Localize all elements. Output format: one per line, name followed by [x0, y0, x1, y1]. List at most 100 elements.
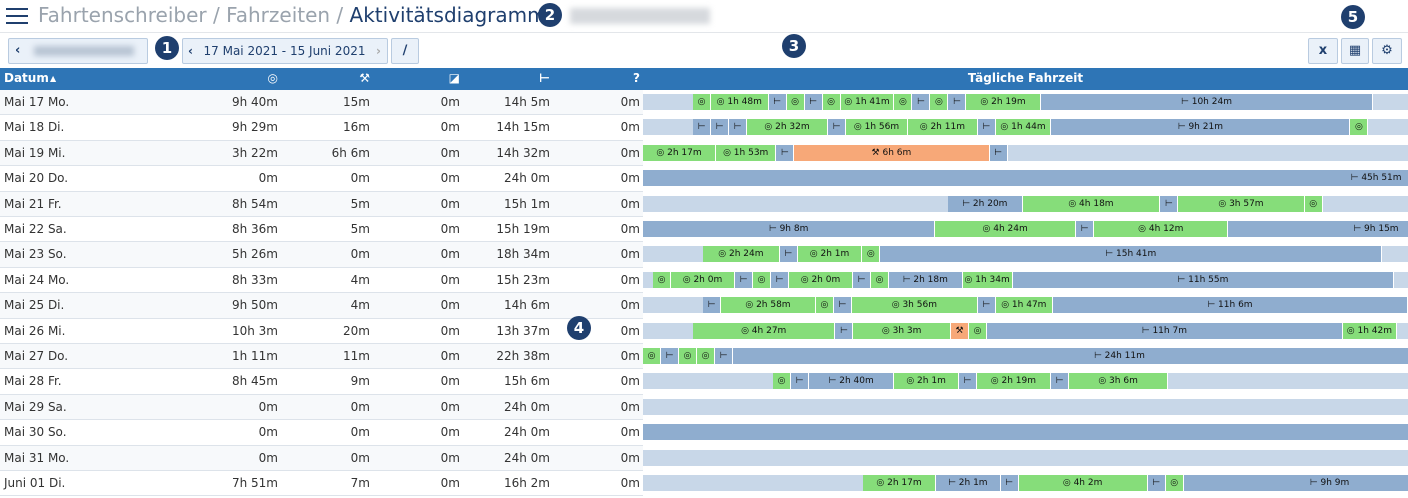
breadcrumb-item[interactable]: Aktivitätsdiagramm: [349, 3, 547, 27]
timeline: ◎ ⊢ ⊢ 2h 40m ◎ 2h 1m ⊢ ◎ 2h 19m ⊢ ◎ 3h 6m: [643, 369, 1408, 395]
value-cell: 4m: [350, 298, 370, 313]
value-cell: 0m: [440, 247, 460, 262]
segment-icon: ◎: [647, 351, 656, 361]
segment-drive: ◎: [653, 271, 671, 288]
segment-icon: ⊢: [1177, 122, 1186, 133]
step-badge: 1: [155, 36, 179, 60]
value-cell: 10h 3m: [231, 323, 278, 338]
segment-icon: ⊢: [707, 300, 716, 311]
segment-icon: ⊢: [739, 274, 748, 285]
value-cell: 9h 40m: [231, 95, 278, 109]
date-cell: Mai 28 Fr.: [4, 374, 62, 389]
value-cell: 0m: [440, 95, 460, 109]
segment-icon: ◎: [906, 376, 915, 387]
value-cell: 15h 1m: [503, 196, 550, 211]
segment-drive: ◎: [1350, 119, 1369, 136]
segment-icon: ◎: [866, 249, 875, 260]
segment-icon: ⊢: [715, 122, 724, 133]
separator: /: [330, 3, 350, 27]
divider: [0, 32, 1408, 33]
segment-rest: ⊢: [729, 119, 747, 136]
segment-icon: ⊢: [838, 300, 847, 311]
segment-rest: ⊢: [958, 373, 977, 390]
value-cell: 14h 15m: [496, 120, 550, 135]
value-cell: 0m: [350, 171, 370, 186]
segment-label: 9h 8m: [776, 224, 809, 234]
timeline: ◎ 4h 27m ⊢ ◎ 3h 3m ⚒ ◎ ⊢ 11h 7m ◎ 1h 42m: [643, 318, 1408, 344]
column-header: ◪: [448, 71, 460, 85]
segment-drive: ◎ 3h 56m: [851, 297, 978, 314]
segment-label: 45h 51m: [1358, 173, 1402, 184]
segment-drive: ◎ 2h 0m: [789, 271, 853, 288]
segment-drive: ◎: [773, 373, 791, 390]
segment-rest: ⊢ 2h 18m: [889, 271, 963, 288]
value-cell: 0m: [258, 425, 278, 440]
excel-button[interactable]: x: [1308, 38, 1338, 64]
settings-button[interactable]: ⚙: [1372, 38, 1402, 64]
driver-select[interactable]: ‹: [8, 38, 148, 64]
value-cell: 0m: [620, 272, 640, 287]
segment-rest: ⊢ 11h 7m: [987, 322, 1343, 339]
value-cell: 0m: [258, 171, 278, 186]
value-cell: 0m: [440, 145, 460, 160]
segment-icon: ◎: [757, 274, 766, 285]
segment-drive: ◎: [969, 322, 987, 339]
segment-label: 4h 24m: [990, 224, 1028, 234]
column-header: ⚒: [359, 71, 370, 85]
segment-label: 4h 18m: [1076, 198, 1114, 209]
segment-rest: ⊢: [768, 94, 787, 110]
segment-icon: ⊢: [1177, 274, 1186, 285]
date-range[interactable]: ‹ 17 Mai 2021 - 15 Juni 2021 ›: [182, 38, 388, 64]
segment-drive: ◎ 4h 2m: [1018, 475, 1148, 491]
value-cell: 16h 2m: [503, 476, 550, 490]
column-header: ◎: [267, 71, 278, 85]
segment-rest: ⊢: [828, 119, 847, 136]
breadcrumb-item[interactable]: Fahrtenschreiber: [38, 3, 207, 27]
segment-label: 9h 21m: [1185, 122, 1223, 133]
table-row: Mai 28 Fr. 8h 45m 9m 0m 15h 6m 0m ◎ ⊢ ⊢ 2h 40m ◎ …: [0, 369, 1408, 395]
segment-drive: ◎: [693, 94, 711, 110]
value-cell: 6h 6m: [331, 145, 370, 160]
segment-icon: ◎: [800, 274, 809, 285]
value-cell: 16m: [343, 120, 370, 135]
segment-drive: ◎: [1304, 195, 1323, 212]
value-cell: 8h 54m: [231, 196, 278, 211]
segment-icon: ◎: [1000, 122, 1009, 133]
date-cell: Mai 27 Do.: [4, 349, 69, 363]
segment-drive: ◎: [930, 94, 949, 110]
segment-drive: ◎ 2h 24m: [703, 246, 780, 263]
segment-icon: ◎: [1001, 300, 1010, 311]
segment-label: 3h 6m: [1106, 376, 1138, 387]
table-row: Mai 17 Mo. 9h 40m 15m 0m 14h 5m 0m ◎ ◎ 1h 48m ⊢ ◎…: [0, 90, 1408, 116]
date-cell: Mai 20 Do.: [4, 171, 69, 186]
breadcrumb-item[interactable]: Fahrzeiten: [226, 3, 331, 27]
value-cell: 0m: [620, 374, 640, 389]
segment-icon: ◎: [741, 325, 749, 336]
value-cell: 24h 0m: [503, 399, 550, 414]
segment-drive: ◎ 1h 56m: [846, 119, 908, 136]
date-cell: Mai 30 So.: [4, 425, 67, 440]
segment-icon: ◎: [809, 249, 818, 260]
segment-work: ⚒: [951, 322, 969, 339]
segment-icon: ⊢: [963, 376, 972, 387]
segment-label: 3h 57m: [1226, 198, 1264, 209]
value-cell: 11m: [343, 349, 370, 363]
menu-icon[interactable]: [6, 6, 28, 24]
column-header: ⊢: [539, 71, 550, 85]
breadcrumb: Fahrtenschreiber / Fahrzeiten / Aktivitä…: [38, 3, 566, 27]
print-button[interactable]: ▦: [1341, 38, 1369, 64]
segment-icon: ◎: [723, 147, 731, 158]
clear-button[interactable]: ∕: [391, 38, 419, 64]
table-row: Mai 22 Sa. 8h 36m 5m 0m 15h 19m 0m ⊢ 9h 8m ◎ 4h…: [0, 217, 1408, 243]
segment-label: 2h 1m: [955, 478, 988, 488]
segment-icon: ⊢: [1309, 478, 1318, 488]
segment-icon: ⊢: [719, 351, 728, 361]
segment-icon: ⊢: [1093, 351, 1102, 361]
segment-drive: ◎ 4h 12m: [1094, 221, 1229, 237]
segment-icon: ⊢: [768, 224, 777, 234]
column-header: Datum: [4, 71, 49, 85]
step-badge: 2: [538, 3, 562, 27]
value-cell: 0m: [440, 374, 460, 389]
segment-rest: ⊢ 2h 20m: [948, 195, 1023, 212]
segment-drive: ◎ 1h 41m: [840, 94, 895, 110]
